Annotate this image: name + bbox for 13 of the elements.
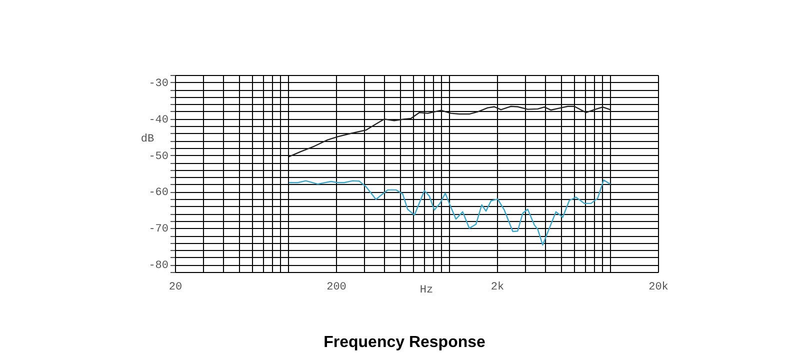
- y-tick-label: -60: [148, 187, 168, 200]
- y-tick-label: -70: [148, 224, 168, 236]
- x-tick-label: 2k: [490, 282, 504, 294]
- y-axis-title: dB: [140, 134, 154, 146]
- y-tick-label: -30: [148, 78, 168, 90]
- x-tick-label: 20: [168, 282, 182, 294]
- text: Frequency Response: [324, 334, 486, 351]
- x-tick-label: 200: [326, 282, 346, 294]
- y-tick-label: -50: [148, 150, 168, 163]
- y-tick-label: -40: [148, 114, 168, 126]
- y-tick-label: -80: [148, 260, 168, 272]
- x-axis-title: Hz: [420, 284, 434, 296]
- x-tick-label: 20k: [648, 282, 669, 294]
